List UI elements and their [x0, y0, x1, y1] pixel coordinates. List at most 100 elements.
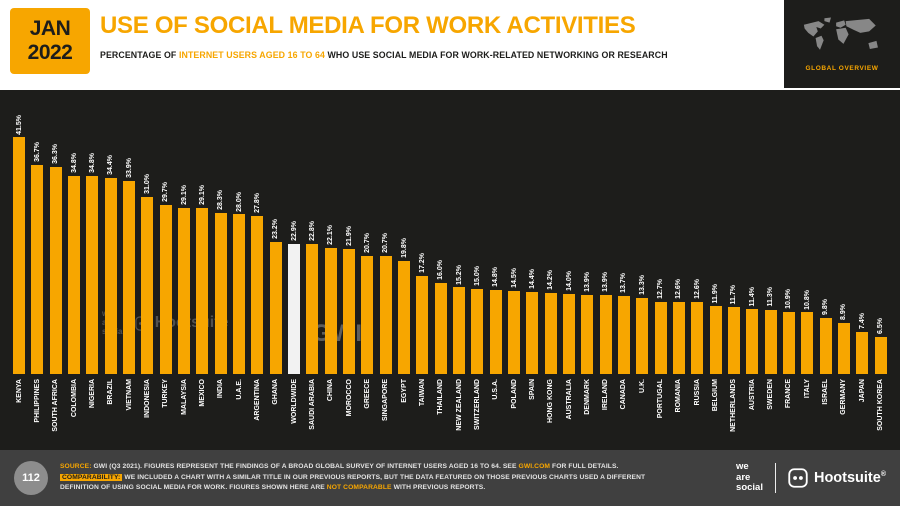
bar: [196, 208, 209, 374]
bar-value-label: 6.5%: [877, 317, 885, 334]
bar-column: 36.7% PHILIPPINES: [28, 98, 46, 450]
bar-value-label: 33.9%: [125, 157, 133, 178]
bar: [68, 175, 81, 374]
bar-category-label: INDONESIA: [143, 379, 151, 418]
bar-column: 36.3% SOUTH AFRICA: [47, 98, 65, 450]
bar-value-label: 12.6%: [693, 279, 701, 300]
bar-category-label: PHILIPPINES: [33, 379, 41, 423]
bar-value-label: 12.6%: [675, 279, 683, 300]
bar-column: 34.8% COLOMBIA: [65, 98, 83, 450]
bar-column: 12.7% PORTUGAL: [651, 98, 669, 450]
bar-value-label: 23.2%: [272, 218, 280, 239]
bar: [471, 288, 484, 374]
bar-category-label: NEW ZEALAND: [455, 379, 463, 431]
bar-category-label: DENMARK: [583, 379, 591, 415]
page-title: USE OF SOCIAL MEDIA FOR WORK ACTIVITIES: [100, 12, 636, 39]
bar-column: 10.9% FRANCE: [780, 98, 798, 450]
bar-column: 22.1% CHINA: [322, 98, 340, 450]
bar-column: 20.7% SINGAPORE: [377, 98, 395, 450]
bar: [306, 244, 319, 374]
bar: [544, 293, 557, 374]
bar-category-label: U.K.: [638, 379, 646, 393]
bar: [709, 306, 722, 374]
subtitle-prefix: PERCENTAGE OF: [100, 50, 179, 60]
bar-value-label: 13.9%: [602, 271, 610, 292]
footer: 112 SOURCE: GWI (Q3 2021). FIGURES REPRE…: [0, 450, 900, 506]
bar-category-label: NIGERIA: [88, 379, 96, 409]
bar-value-label: 13.7%: [620, 273, 628, 293]
bar-column: 15.2% NEW ZEALAND: [450, 98, 468, 450]
bar-category-label: VIETNAM: [125, 379, 133, 411]
bar-category-label: POLAND: [510, 379, 518, 409]
bar-column: 22.8% SAUDI ARABIA: [303, 98, 321, 450]
subtitle-suffix: WHO USE SOCIAL MEDIA FOR WORK-RELATED NE…: [324, 50, 668, 60]
bar-plot-area: 41.5% KENYA 36.7% PHILIPPINES 36.3% SOUT…: [0, 90, 900, 450]
we-are-social-logo: we are social: [736, 461, 763, 494]
bar-column: 27.8% ARGENTINA: [248, 98, 266, 450]
bar-category-label: CHINA: [327, 379, 335, 402]
bar-column: 13.7% CANADA: [615, 98, 633, 450]
bar-value-label: 20.7%: [382, 233, 390, 253]
bar-category-label: JAPAN: [858, 379, 866, 403]
bar-category-label: TAIWAN: [418, 379, 426, 407]
gwi-watermark: GWI.: [312, 320, 371, 347]
bar-category-label: GHANA: [272, 379, 280, 405]
bar: [672, 302, 685, 374]
bar-category-label: SOUTH KOREA: [877, 379, 885, 431]
header: JAN 2022 USE OF SOCIAL MEDIA FOR WORK AC…: [0, 0, 900, 90]
bar-category-label: HONG KONG: [547, 379, 555, 423]
bar: [104, 177, 117, 374]
bar-category-label: BELGIUM: [712, 379, 720, 412]
bar-value-label: 41.5%: [15, 114, 23, 135]
bar-column: 14.5% POLAND: [505, 98, 523, 450]
bar-category-label: MEXICO: [198, 379, 206, 407]
bar-value-label: 28.0%: [235, 191, 243, 212]
bar-value-label: 15.2%: [455, 264, 463, 285]
bar-value-label: 19.8%: [400, 238, 408, 259]
bar: [159, 204, 172, 374]
bar-category-label: KENYA: [15, 379, 23, 403]
bar: [599, 294, 612, 374]
hootsuite-owl-icon: [788, 468, 808, 488]
bar-value-label: 34.8%: [88, 152, 96, 173]
bar-column: 7.4% JAPAN: [853, 98, 871, 450]
bar-value-label: 22.8%: [308, 221, 316, 241]
bar-category-label: PORTUGAL: [657, 379, 665, 419]
bar-column: 10.8% ITALY: [798, 98, 816, 450]
bar-value-label: 21.9%: [345, 226, 353, 247]
bar-column: 14.8% U.S.A.: [487, 98, 505, 450]
bar: [801, 312, 814, 374]
bar-category-label: AUSTRIA: [748, 379, 756, 411]
bar-column: 34.4% BRAZIL: [102, 98, 120, 450]
bar: [288, 243, 301, 374]
global-overview-panel: GLOBAL OVERVIEW: [784, 0, 900, 88]
bar-category-label: THAILAND: [437, 379, 445, 415]
bar-category-label: EGYPT: [400, 379, 408, 403]
bar-value-label: 16.0%: [437, 259, 445, 280]
bar-category-label: GREECE: [363, 379, 371, 409]
bar-value-label: 11.3%: [767, 287, 775, 307]
bar: [819, 318, 832, 374]
bar-column: 20.7% GREECE: [358, 98, 376, 450]
bar-category-label: NETHERLANDS: [730, 379, 738, 432]
bar: [746, 309, 759, 374]
bar: [636, 298, 649, 374]
bar: [398, 261, 411, 374]
bar-column: 15.0% SWITZERLAND: [468, 98, 486, 450]
bar-value-label: 22.9%: [290, 220, 298, 241]
bar: [324, 248, 337, 374]
bar-value-label: 36.7%: [33, 141, 41, 162]
bar-category-label: MALAYSIA: [180, 379, 188, 415]
bar: [123, 180, 136, 374]
not-comparable-emphasis: NOT COMPARABLE: [326, 484, 392, 492]
bar-column: 14.4% SPAIN: [523, 98, 541, 450]
bar-value-label: 13.9%: [583, 271, 591, 292]
bar-category-label: SPAIN: [528, 379, 536, 400]
bar: [251, 215, 264, 374]
bar-category-label: AUSTRALIA: [565, 379, 573, 420]
date-year: 2022: [27, 41, 73, 64]
bar-value-label: 17.2%: [418, 253, 426, 273]
bar-category-label: WORLDWIDE: [290, 379, 298, 424]
footer-logos: we are social Hootsuite®: [736, 461, 886, 494]
